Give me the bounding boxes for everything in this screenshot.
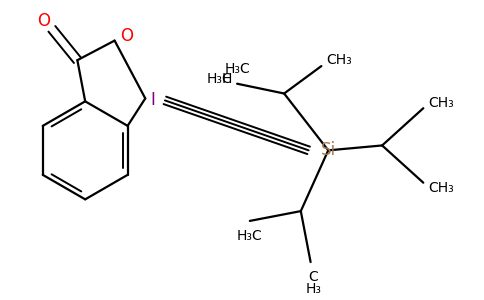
Text: Si: Si xyxy=(321,141,336,159)
Text: CH₃: CH₃ xyxy=(428,96,454,110)
Text: H: H xyxy=(222,72,232,86)
Text: CH₃: CH₃ xyxy=(326,53,352,67)
Text: O: O xyxy=(38,12,50,30)
Text: H₃C: H₃C xyxy=(224,62,250,76)
Text: H₃C: H₃C xyxy=(207,72,232,86)
Text: O: O xyxy=(120,27,133,45)
Text: H₃C: H₃C xyxy=(237,229,263,243)
Text: H₃: H₃ xyxy=(305,282,321,296)
Text: I: I xyxy=(151,92,155,110)
Text: CH₃: CH₃ xyxy=(428,181,454,195)
Text: C: C xyxy=(309,270,318,284)
